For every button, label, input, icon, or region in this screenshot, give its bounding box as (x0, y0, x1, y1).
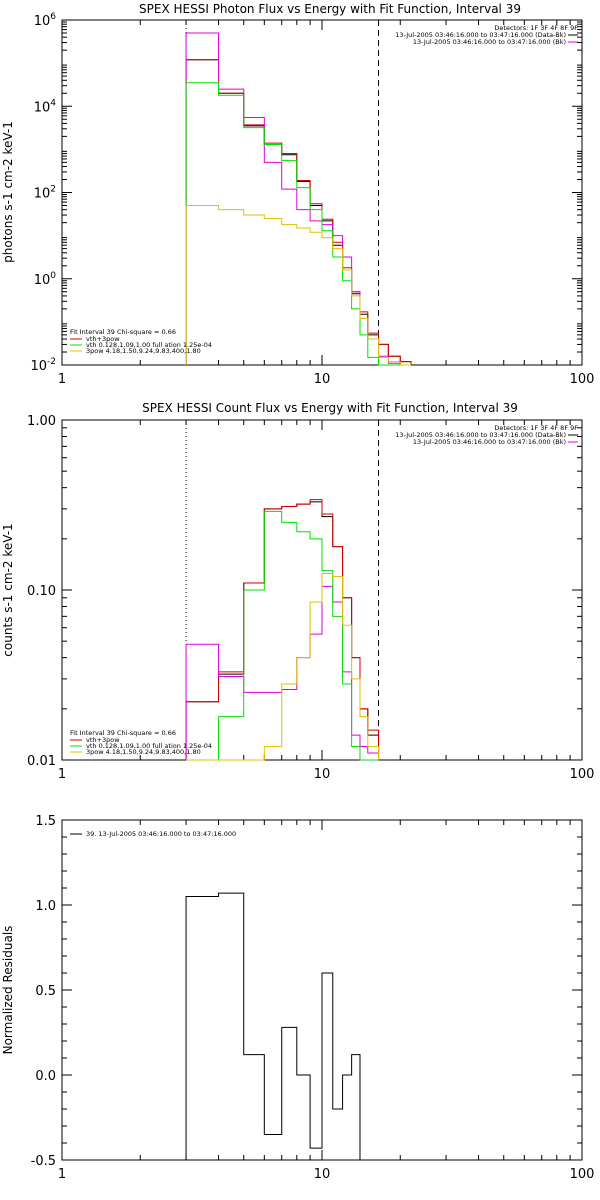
photon-flux-x-tick-label: 10 (314, 372, 331, 387)
count-flux-fit-range-lines (185, 420, 380, 760)
residuals-y-tick-label: 1.0 (35, 899, 56, 914)
photon-flux-series-total (185, 59, 412, 365)
photon-flux-legend-topright: Detectors: 1F 3F 4F 8F 9F 13-Jul-2005 03… (395, 24, 578, 46)
count-flux-legend-bottomleft: Fit Interval 39 Chi-square = 0.66 vth+3p… (70, 729, 212, 756)
photon-flux-series-vth_3pow (185, 59, 412, 365)
residuals-panel: Normalized Residuals 1 10 100 -0.5 0.0 0.5 1.0… (1, 814, 594, 1182)
count-flux-legend-topright: Detectors: 1F 3F 4F 8F 9F 13-Jul-2005 03… (395, 424, 578, 446)
photon-flux-series-pow (185, 204, 412, 366)
residuals-legend: 39. 13-Jul-2005 03:46:16.000 to 03:47:16… (70, 830, 236, 838)
residuals-x-tick-label: 1 (58, 1167, 66, 1182)
photon-legend-3pow: 3pow 4.18,1.50,9.24,9.83,400,1.80 (86, 347, 201, 355)
photon-flux-series-bk (185, 32, 412, 366)
count-flux-panel: SPEX HESSI Count Flux vs Energy with Fit… (1, 401, 594, 782)
count-legend-vth3pow: vth+3pow (86, 736, 120, 744)
count-legend-bk-interval: 13-Jul-2005 03:46:16.000 to 03:47:16.000… (413, 438, 566, 446)
count-flux-y-tick-label: 0.01 (27, 754, 56, 769)
count-legend-vth: vth 0.128,1.09,1.00 full ation 1.25e-04 (86, 742, 212, 750)
count-flux-series-total (185, 501, 380, 760)
photon-legend-bk-interval: 13-Jul-2005 03:46:16.000 to 03:47:16.000… (413, 38, 566, 46)
residuals-y-tick-label: -0.5 (31, 1154, 56, 1169)
count-flux-series-pow (186, 573, 380, 761)
residuals-y-tick-label: 1.5 (35, 814, 56, 829)
photon-flux-x-tick-label: 100 (570, 372, 595, 387)
photon-flux-panel: SPEX HESSI Photon Flux vs Energy with Fi… (1, 2, 594, 387)
photon-flux-y-axis-label: photons s-1 cm-2 keV-1 (1, 121, 15, 263)
residuals-legend-label: 39. 13-Jul-2005 03:46:16.000 to 03:47:16… (86, 830, 236, 838)
photon-flux-y-tick-label: 102 (34, 185, 56, 202)
residuals-tick-layer: 1 10 100 -0.5 0.0 0.5 1.0 1.5 (31, 814, 595, 1182)
count-flux-series-bk (185, 585, 380, 760)
photon-flux-title: SPEX HESSI Photon Flux vs Energy with Fi… (139, 2, 521, 16)
count-flux-series-layer (185, 499, 380, 761)
photon-legend-fit-interval: Fit Interval 39 Chi-square = 0.66 (70, 328, 176, 336)
photon-flux-y-tick-label: 106 (34, 12, 57, 29)
residuals-y-tick-label: 0.0 (35, 1069, 56, 1084)
count-flux-y-tick-label: 0.10 (27, 584, 56, 599)
photon-legend-detectors: Detectors: 1F 3F 4F 8F 9F (494, 24, 578, 32)
residuals-y-axis-label: Normalized Residuals (1, 926, 15, 1055)
count-flux-x-tick-label: 100 (570, 767, 595, 782)
photon-flux-tick-layer: 1 10 100 10-2 100 102 104 106 (30, 12, 594, 387)
photon-flux-x-tick-label: 1 (58, 372, 66, 387)
count-legend-data-bk-interval: 13-Jul-2005 03:46:16.000 to 03:47:16.000… (395, 431, 566, 439)
photon-flux-series-vth (185, 82, 412, 366)
count-flux-y-tick-label: 1.00 (27, 414, 56, 429)
photon-legend-vth3pow: vth+3pow (86, 335, 120, 343)
residuals-x-tick-label: 100 (570, 1167, 595, 1182)
photon-flux-series-layer (185, 32, 412, 366)
count-flux-tick-layer: 1 10 100 0.01 0.10 1.00 (27, 414, 594, 782)
count-flux-x-tick-label: 10 (314, 767, 331, 782)
count-flux-x-tick-label: 1 (58, 767, 66, 782)
count-flux-series-vth_3pow (185, 499, 380, 760)
photon-flux-y-tick-label: 10-2 (30, 357, 56, 374)
count-legend-fit-interval: Fit Interval 39 Chi-square = 0.66 (70, 729, 176, 737)
photon-flux-legend-bottomleft: Fit Interval 39 Chi-square = 0.66 vth+3p… (70, 328, 212, 355)
photon-legend-data-bk-interval: 13-Jul-2005 03:46:16.000 to 03:47:16.000… (395, 31, 566, 39)
photon-flux-y-tick-label: 100 (34, 271, 57, 288)
count-legend-detectors: Detectors: 1F 3F 4F 8F 9F (494, 424, 578, 432)
count-legend-3pow: 3pow 4.18,1.50,9.24,9.83,400,1.80 (86, 748, 201, 756)
count-flux-title: SPEX HESSI Count Flux vs Energy with Fit… (142, 401, 518, 415)
count-flux-series-vth (186, 510, 379, 761)
photon-flux-plot-frame (61, 19, 583, 366)
photon-flux-fit-range-lines (185, 20, 380, 365)
residuals-y-tick-label: 0.5 (35, 984, 56, 999)
residuals-x-tick-label: 10 (314, 1167, 331, 1182)
count-flux-y-axis-label: counts s-1 cm-2 keV-1 (1, 523, 15, 656)
residuals-series-data (185, 892, 368, 1161)
residuals-series-layer (185, 892, 368, 1161)
photon-flux-y-tick-label: 104 (34, 98, 57, 115)
photon-legend-vth: vth 0.128,1.09,1.00 full ation 1.25e-04 (86, 341, 212, 349)
